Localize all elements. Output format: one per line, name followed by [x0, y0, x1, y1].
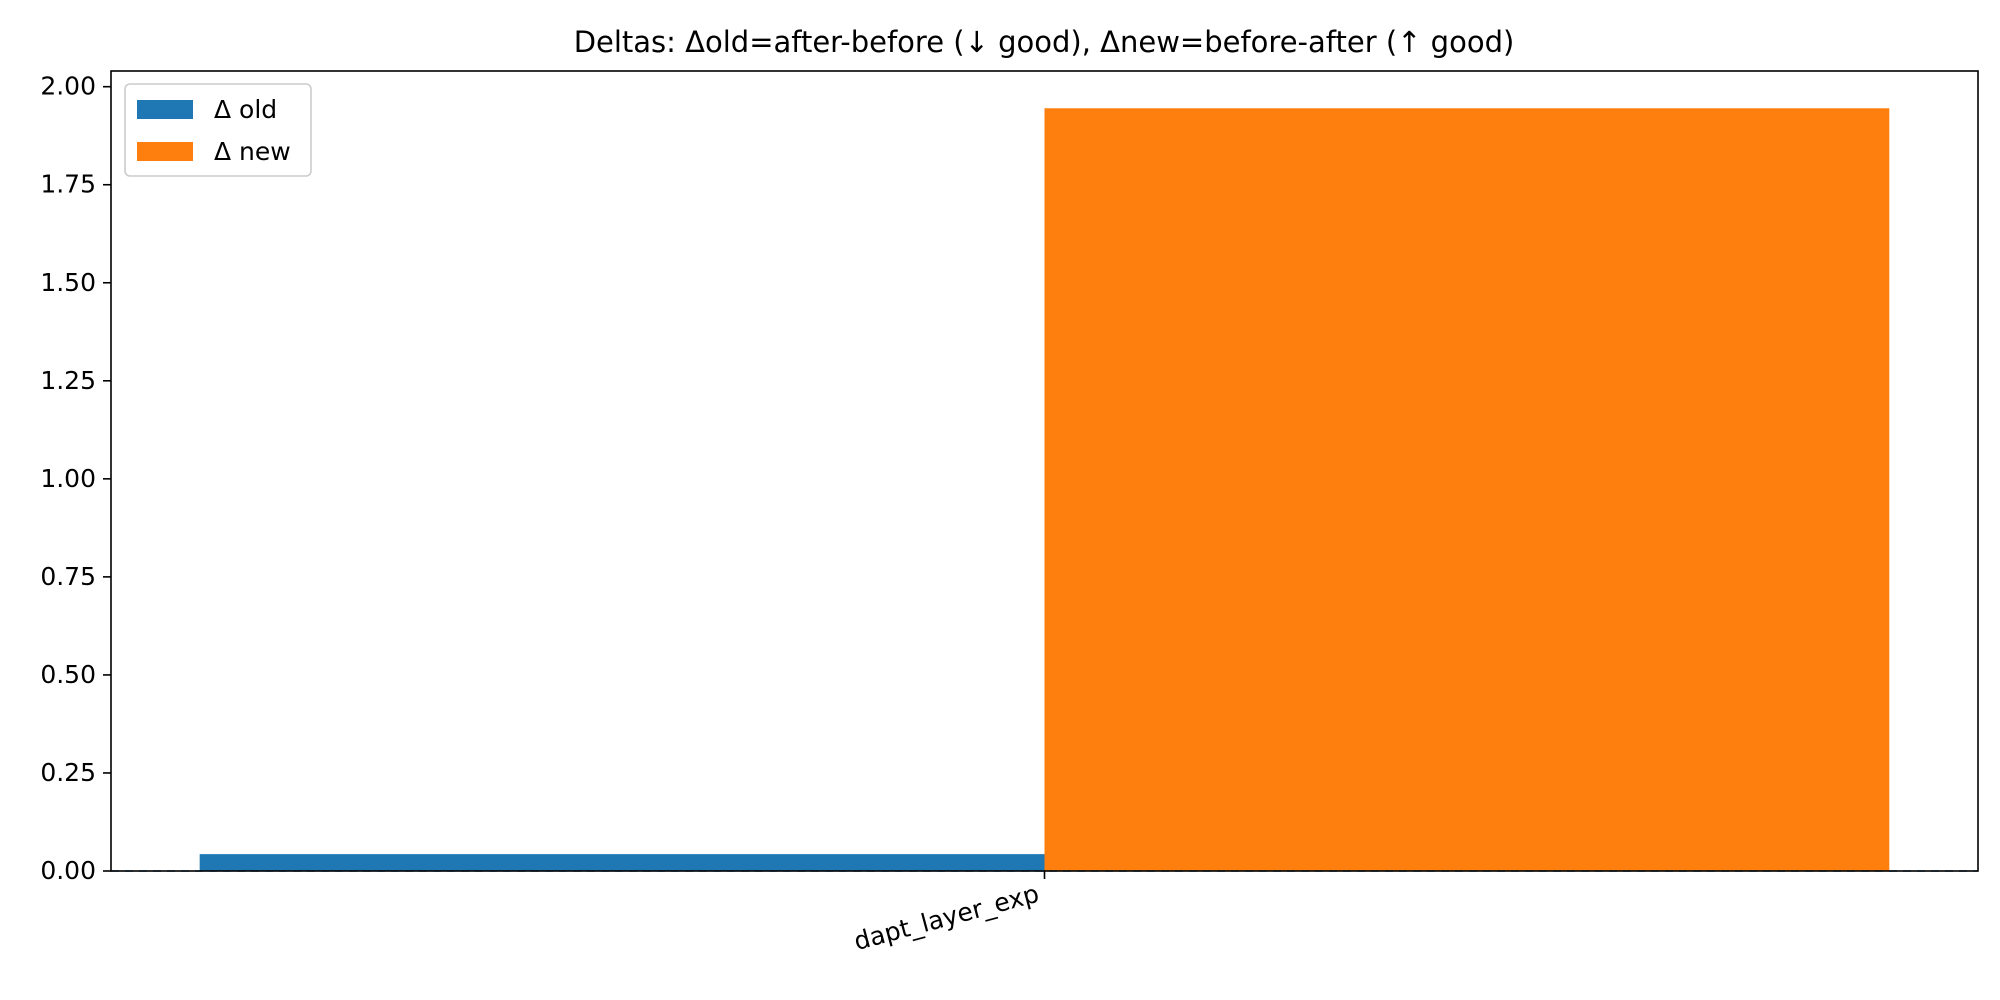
y-tick-label: 1.75 — [40, 170, 96, 199]
y-tick-label: 0.00 — [40, 856, 96, 885]
y-tick-label: 1.25 — [40, 366, 96, 395]
legend-label-1: Δ new — [214, 137, 291, 166]
y-tick-label: 0.75 — [40, 562, 96, 591]
y-tick-label: 1.00 — [40, 464, 96, 493]
x-tick-label: dapt_layer_exp — [851, 879, 1042, 956]
y-tick-label: 0.50 — [40, 660, 96, 689]
chart-title: Deltas: Δold=after-before (↓ good), Δnew… — [574, 25, 1515, 59]
legend-label-0: Δ old — [214, 95, 277, 124]
bar-dapt_layer_exp-series-0 — [199, 854, 1045, 871]
legend-swatch-0 — [137, 100, 193, 119]
y-tick-label: 1.50 — [40, 268, 96, 297]
bar-dapt_layer_exp-series-1 — [1044, 108, 1890, 872]
plot-area: 0.00 0.25 0.50 0.75 1.00 1.25 1.50 1.75 2.00 dapt… — [40, 70, 1979, 956]
y-tick-label: 0.25 — [40, 758, 96, 787]
y-tick-label: 2.00 — [40, 72, 96, 101]
legend-swatch-1 — [137, 142, 193, 161]
legend: Δ old Δ new — [124, 83, 312, 177]
